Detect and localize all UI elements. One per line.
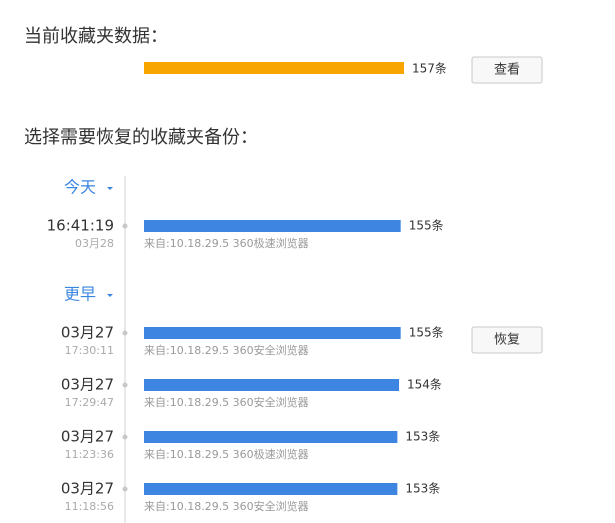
entry-primary: 03月27 [61, 324, 114, 342]
entry-source: 来自:10.18.29.5 360安全浏览器 [144, 395, 309, 409]
count-label: 155条 [409, 326, 444, 340]
button-label[interactable]: 恢复 [494, 333, 520, 348]
count-bar [144, 483, 398, 495]
entry-secondary: 17:30:11 [65, 344, 114, 357]
entry-secondary: 11:23:36 [65, 448, 114, 461]
count-label: 153条 [405, 482, 440, 496]
timeline-dot [122, 434, 128, 440]
entry-secondary: 17:29:47 [65, 396, 114, 409]
count-label: 154条 [407, 378, 442, 392]
button[interactable] [471, 56, 543, 84]
section-heading[interactable]: 今天 [64, 178, 96, 197]
count-label: 153条 [405, 430, 440, 444]
entry-source: 来自:10.18.29.5 360极速浏览器 [144, 447, 309, 461]
entry-source: 来自:10.18.29.5 360安全浏览器 [144, 499, 309, 513]
count-bar [144, 327, 401, 339]
count-label: 155条 [409, 219, 444, 233]
entry-primary: 16:41:19 [47, 217, 114, 235]
count-bar [144, 431, 398, 443]
button[interactable] [471, 326, 543, 354]
timeline-dot [122, 486, 128, 492]
count-bar [144, 220, 401, 232]
current-title: 当前收藏夹数据： [24, 26, 168, 47]
entry-primary: 03月27 [61, 480, 114, 498]
count-label: 157条 [412, 62, 447, 76]
entry-primary: 03月27 [61, 376, 114, 394]
section-heading[interactable]: 更早 [64, 285, 96, 304]
timeline-dot [122, 223, 128, 229]
dropdown-arrow[interactable] [107, 187, 113, 190]
entry-source: 来自:10.18.29.5 360安全浏览器 [144, 343, 309, 357]
entry-secondary: 11:18:56 [65, 500, 114, 513]
button-label[interactable]: 查看 [494, 62, 520, 78]
timeline-dot [122, 330, 128, 336]
entry-source: 来自:10.18.29.5 360极速浏览器 [144, 236, 309, 250]
count-bar [144, 62, 404, 74]
count-bar [144, 379, 400, 391]
timeline-dot [122, 382, 128, 388]
dropdown-arrow[interactable] [107, 294, 113, 297]
entry-primary: 03月27 [61, 428, 114, 446]
backups-title: 选择需要恢复的收藏夹备份： [24, 127, 258, 148]
entry-secondary: 03月28 [75, 237, 114, 250]
